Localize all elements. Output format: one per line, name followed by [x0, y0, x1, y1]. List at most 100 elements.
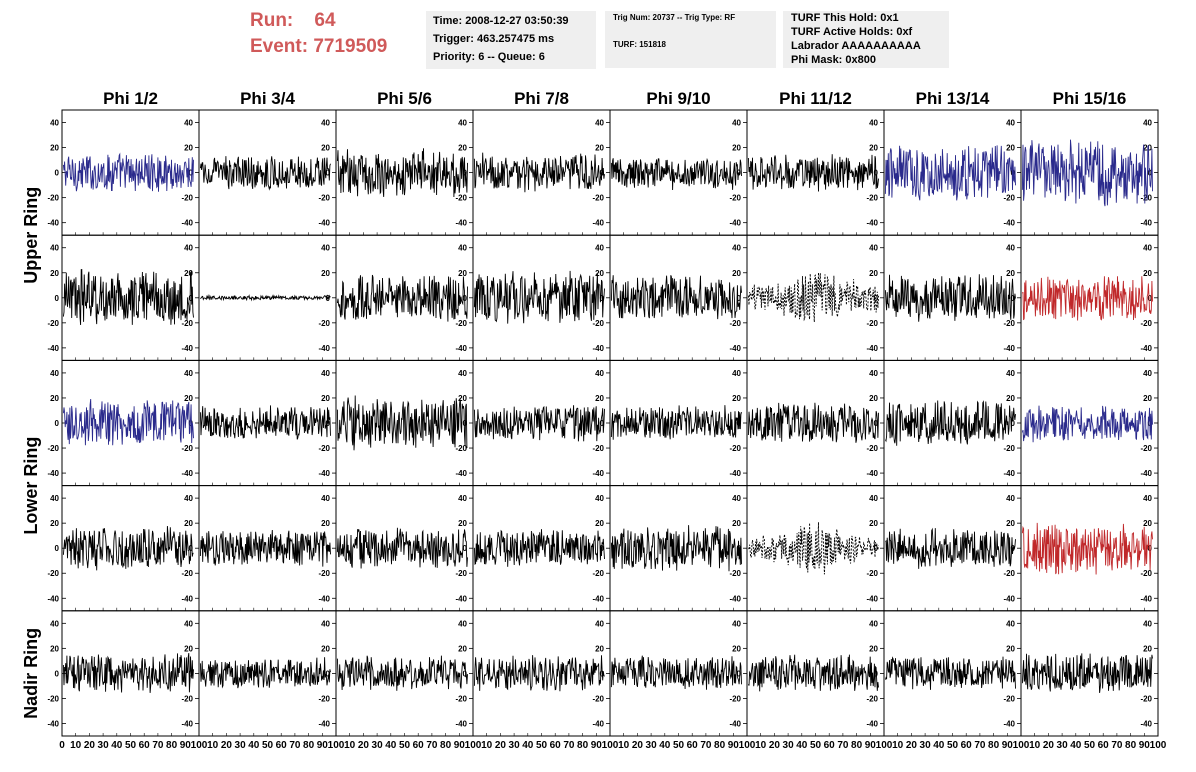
waveform-trace: [1021, 405, 1153, 443]
waveform-trace: [199, 529, 331, 567]
y-tick-label: -40: [47, 219, 59, 228]
y-tick-label: 40: [732, 244, 741, 253]
x-tick-label: 70: [974, 740, 986, 751]
y-tick-label: 0: [600, 419, 605, 428]
y-tick-label: -20: [455, 694, 467, 703]
y-tick-label: -20: [866, 194, 878, 203]
y-tick-label: -20: [592, 194, 604, 203]
time-text: Time: 2008-12-27 03:50:39: [433, 15, 569, 27]
x-tick-label: 20: [84, 740, 96, 751]
y-tick-label: -20: [47, 569, 59, 578]
column-title: Phi 9/10: [646, 89, 710, 108]
x-tick-label: 90: [591, 740, 603, 751]
x-tick-label: 80: [577, 740, 589, 751]
y-tick-label: 0: [326, 169, 331, 178]
priority-text: Priority: 6 -- Queue: 6: [433, 51, 545, 63]
y-tick-label: 40: [595, 494, 604, 503]
y-tick-label: -40: [592, 344, 604, 353]
y-tick-label: -40: [1003, 219, 1015, 228]
y-tick-label: -40: [181, 219, 193, 228]
y-tick-label: 20: [458, 519, 467, 528]
y-tick-label: -20: [455, 319, 467, 328]
labrador-text: Labrador AAAAAAAAAA: [791, 40, 921, 52]
y-tick-label: 0: [874, 544, 879, 553]
y-tick-label: -20: [1003, 694, 1015, 703]
waveform-trace: [336, 148, 468, 198]
y-tick-label: 20: [1006, 269, 1015, 278]
y-tick-label: 20: [869, 144, 878, 153]
panel-frame: [335, 109, 474, 236]
y-tick-label: -40: [866, 344, 878, 353]
y-tick-label: 20: [458, 144, 467, 153]
x-tick-label: 40: [659, 740, 671, 751]
x-tick-label: 30: [372, 740, 384, 751]
x-tick-label: 30: [509, 740, 521, 751]
y-tick-label: 40: [321, 494, 330, 503]
waveform-trace: [747, 654, 879, 692]
y-tick-label: -20: [866, 694, 878, 703]
x-tick-label: 70: [426, 740, 438, 751]
x-tick-label: 60: [550, 740, 562, 751]
y-tick-label: 0: [874, 294, 879, 303]
x-tick-label: 10: [618, 740, 630, 751]
y-tick-label: -20: [729, 194, 741, 203]
x-tick-label: 20: [1043, 740, 1055, 751]
y-tick-label: 40: [1006, 369, 1015, 378]
x-tick-label: 100: [328, 740, 345, 751]
y-tick-label: -20: [592, 694, 604, 703]
waveform-trace: [1021, 653, 1153, 693]
y-tick-label: 40: [1143, 494, 1152, 503]
waveform-trace: [199, 405, 331, 440]
y-tick-label: 20: [1143, 394, 1152, 403]
waveform-trace: [747, 154, 879, 192]
x-tick-label: 100: [465, 740, 482, 751]
time-info-box: Time: 2008-12-27 03:50:39 Trigger: 463.2…: [426, 11, 596, 69]
y-tick-label: -20: [318, 319, 330, 328]
run-event-header: Run: 64 Event: 7719509: [250, 8, 420, 60]
waveform-trace: [62, 268, 194, 326]
x-tick-label: 40: [933, 740, 945, 751]
y-tick-label: 20: [321, 519, 330, 528]
y-tick-label: 40: [595, 369, 604, 378]
x-tick-label: 100: [1150, 740, 1167, 751]
y-tick-label: -40: [592, 719, 604, 728]
waveform-trace: [473, 655, 605, 692]
y-tick-label: -20: [318, 569, 330, 578]
waveform-trace: [884, 400, 1016, 446]
turf-hold-text: TURF This Hold: 0x1: [791, 12, 899, 24]
y-tick-label: 20: [184, 269, 193, 278]
y-tick-label: 20: [595, 394, 604, 403]
x-tick-label: 40: [248, 740, 260, 751]
waveform-trace: [62, 152, 194, 192]
column-title: Phi 13/14: [916, 89, 990, 108]
waveform-trace: [473, 152, 605, 193]
x-tick-label: 70: [837, 740, 849, 751]
y-tick-label: 0: [55, 169, 60, 178]
y-tick-label: 40: [50, 119, 59, 128]
y-tick-label: 20: [732, 269, 741, 278]
y-tick-label: 20: [595, 269, 604, 278]
y-tick-label: 20: [50, 644, 59, 653]
x-tick-label: 50: [1084, 740, 1096, 751]
x-tick-label: 30: [920, 740, 932, 751]
turf-text: TURF: 151818: [613, 40, 666, 49]
y-tick-label: -20: [729, 444, 741, 453]
x-tick-label: 80: [166, 740, 178, 751]
y-tick-label: 20: [869, 269, 878, 278]
waveform-trace: [884, 145, 1016, 201]
y-tick-label: -20: [1003, 569, 1015, 578]
y-tick-label: 40: [1143, 369, 1152, 378]
y-tick-label: 40: [732, 119, 741, 128]
x-tick-label: 50: [125, 740, 137, 751]
x-tick-label: 50: [262, 740, 274, 751]
y-tick-label: 20: [321, 269, 330, 278]
y-tick-label: -40: [729, 469, 741, 478]
event-value: 7719509: [313, 36, 388, 57]
y-tick-label: 0: [737, 294, 742, 303]
y-tick-label: -20: [47, 319, 59, 328]
y-tick-label: 20: [321, 144, 330, 153]
waveform-trace: [336, 395, 468, 451]
x-tick-label: 80: [440, 740, 452, 751]
